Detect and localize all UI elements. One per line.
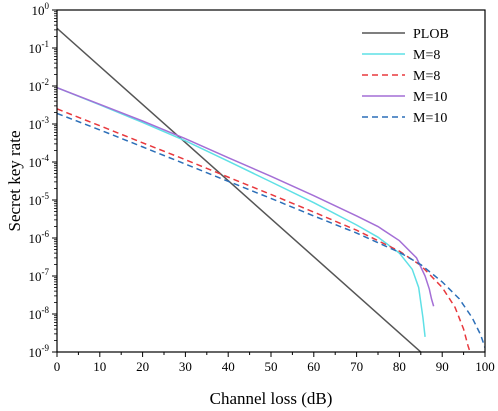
x-axis-label: Channel loss (dB)	[210, 389, 333, 408]
legend-label-1: M=8	[413, 48, 440, 63]
series-line-3	[57, 87, 435, 307]
legend-label-4: M=10	[413, 111, 447, 126]
y-tick-label: 10-4	[29, 153, 50, 170]
y-tick-label: 10-7	[29, 267, 50, 284]
series-line-0	[57, 27, 422, 352]
series-line-1	[57, 87, 426, 337]
x-tick-label: 20	[136, 359, 149, 374]
x-tick-label: 90	[436, 359, 449, 374]
y-tick-label: 10-3	[29, 115, 50, 132]
legend: PLOB M=8 M=8 M=10 M=10	[362, 27, 449, 126]
ticks-layer: 0 10 20 30 40 50 60 70 80 90 100 100 10-1 10-2 10-3 10-…	[29, 1, 495, 374]
series-line-4	[57, 112, 485, 348]
legend-label-0: PLOB	[413, 27, 449, 42]
y-tick-label: 100	[32, 1, 50, 18]
y-tick-label: 10-8	[29, 305, 50, 322]
y-tick-label: 10-1	[29, 39, 50, 56]
legend-label-2: M=8	[413, 69, 440, 84]
x-tick-label: 60	[307, 359, 320, 374]
x-tick-label: 50	[265, 359, 278, 374]
y-tick-label: 10-6	[29, 229, 50, 246]
x-tick-label: 0	[54, 359, 61, 374]
y-tick-label: 10-5	[29, 191, 50, 208]
x-tick-label: 40	[222, 359, 235, 374]
x-tick-label: 100	[475, 359, 495, 374]
legend-label-3: M=10	[413, 90, 447, 105]
y-tick-label: 10-9	[29, 343, 50, 360]
y-tick-label: 10-2	[29, 77, 50, 94]
series-line-2	[57, 108, 471, 352]
x-tick-label: 10	[93, 359, 106, 374]
x-tick-label: 80	[393, 359, 406, 374]
x-tick-label: 70	[350, 359, 363, 374]
x-tick-label: 30	[179, 359, 192, 374]
y-axis-label: Secret key rate	[5, 131, 24, 232]
series-layer	[57, 27, 485, 352]
